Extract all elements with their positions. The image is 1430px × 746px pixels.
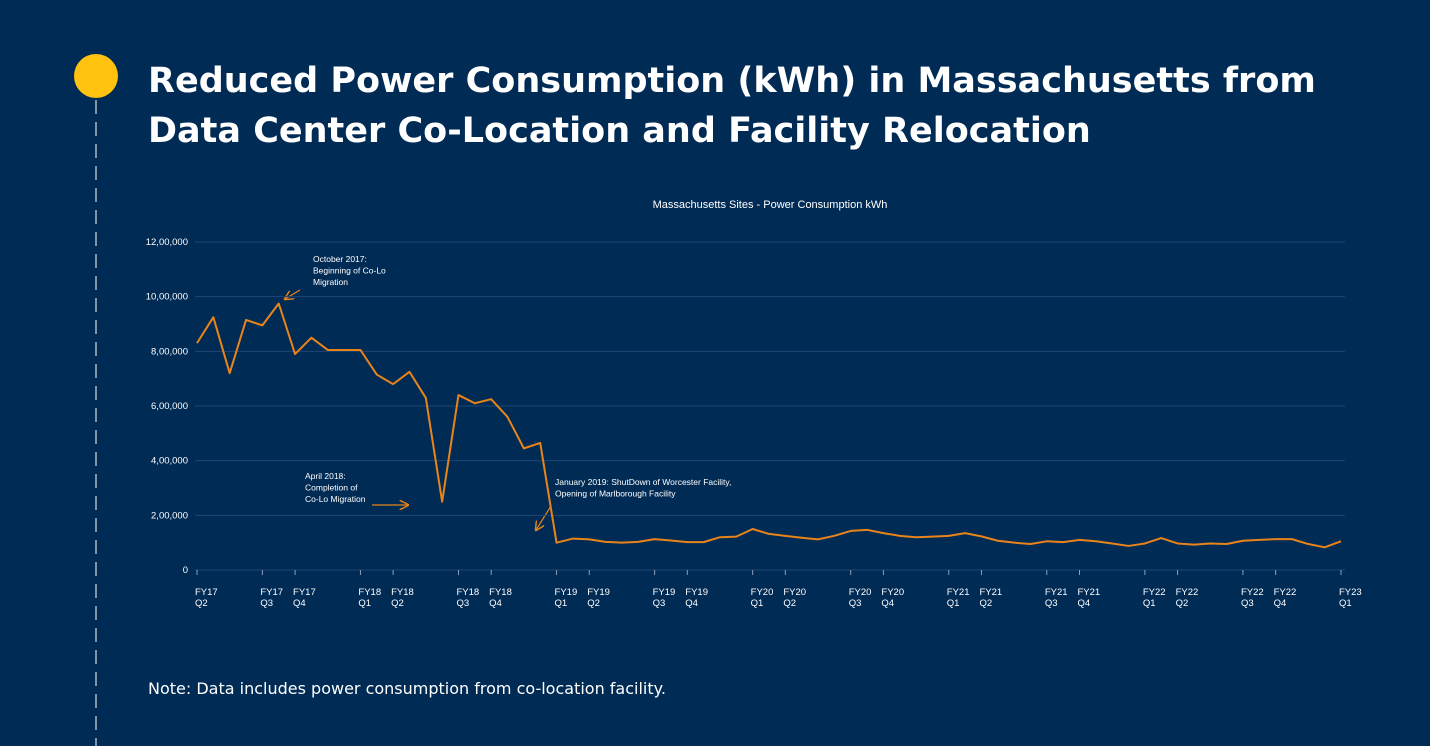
x-tick-label: FY19 Q1: [555, 587, 578, 609]
x-tick-label: FY17 Q4: [293, 587, 316, 609]
bullet-icon: [74, 54, 118, 98]
x-tick-label: FY21 Q3: [1045, 587, 1068, 609]
x-tick-label: FY21 Q2: [979, 587, 1002, 609]
data-line: [196, 302, 1342, 549]
x-tick-label: FY18 Q4: [489, 587, 512, 609]
y-tick-label: 2,00,000: [151, 510, 188, 521]
x-tick-label: FY20 Q1: [751, 587, 774, 609]
x-tick-label: FY17 Q3: [260, 587, 283, 609]
x-tick-label: FY17 Q2: [195, 587, 218, 609]
y-tick-label: 4,00,000: [151, 456, 188, 467]
annotation-arrow: [285, 289, 301, 299]
slide-title: Reduced Power Consumption (kWh) in Massa…: [148, 61, 1316, 151]
x-tick-label: FY20 Q2: [783, 587, 806, 609]
annotation: October 2017:: [313, 254, 367, 264]
annotation-arrow: [536, 505, 552, 530]
annotation: Opening of Marlborough Facility: [555, 489, 676, 499]
x-tick-label: FY21 Q4: [1078, 587, 1101, 609]
y-tick-label: 8,00,000: [151, 346, 188, 357]
x-tick-label: FY22 Q4: [1274, 587, 1297, 609]
y-tick-label: 0: [183, 565, 188, 576]
x-tick-label: FY18 Q1: [358, 587, 381, 609]
x-tick-label: FY22 Q3: [1241, 587, 1264, 609]
x-tick-label: FY19 Q4: [685, 587, 708, 609]
y-tick-label: 12,00,000: [146, 237, 188, 248]
footnote: Note: Data includes power consumption fr…: [148, 679, 666, 698]
x-tick-label: FY18 Q2: [391, 587, 414, 609]
x-tick-label: FY22 Q2: [1176, 587, 1199, 609]
chart-title: Massachusetts Sites - Power Consumption …: [653, 199, 888, 211]
x-tick-label: FY18 Q3: [456, 587, 479, 609]
y-tick-label: 10,00,000: [146, 292, 188, 303]
annotation: January 2019: ShutDown of Worcester Faci…: [555, 477, 731, 487]
x-tick-label: FY20 Q3: [849, 587, 872, 609]
x-tick-label: FY19 Q2: [587, 587, 610, 609]
y-tick-label: 6,00,000: [151, 401, 188, 412]
x-tick-label: FY19 Q3: [653, 587, 676, 609]
annotation: Co-Lo Migration: [305, 494, 366, 504]
annotation: Migration: [313, 277, 348, 287]
annotation: April 2018:: [305, 471, 346, 481]
x-tick-label: FY23 Q1: [1339, 587, 1362, 609]
x-tick-label: FY21 Q1: [947, 587, 970, 609]
x-tick-label: FY20 Q4: [881, 587, 904, 609]
annotation: Beginning of Co-Lo: [313, 266, 386, 276]
annotation: Completion of: [305, 483, 358, 493]
x-tick-label: FY22 Q1: [1143, 587, 1166, 609]
